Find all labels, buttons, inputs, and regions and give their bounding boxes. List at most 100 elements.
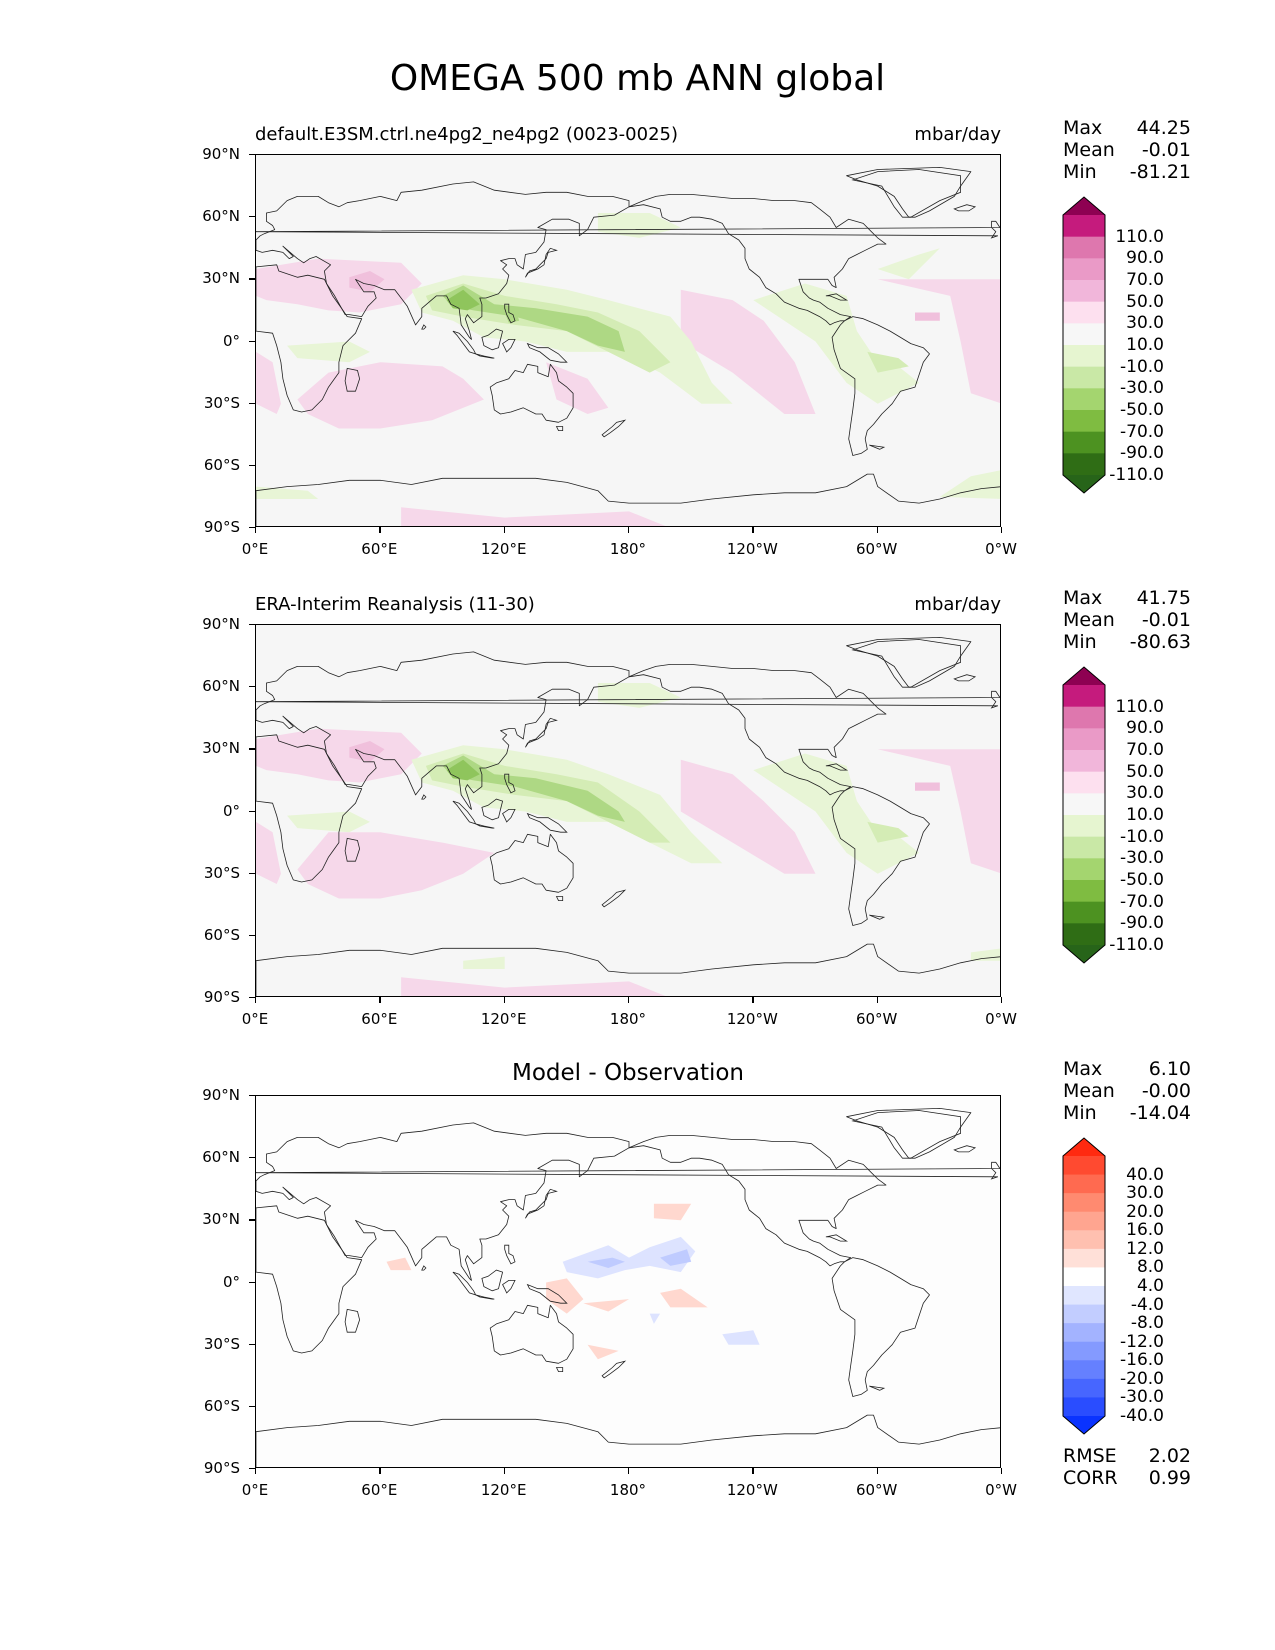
- lon-tick: [379, 1468, 381, 1474]
- contour-region: [546, 1278, 584, 1314]
- colorbar-tick-label: 50.0: [1126, 761, 1164, 782]
- coastline: [526, 1283, 568, 1304]
- contour-region: [722, 1330, 760, 1345]
- rmse-label: RMSE: [1063, 1445, 1117, 1467]
- coastline: [555, 1367, 564, 1373]
- colorbar-tick-label: 70.0: [1126, 740, 1164, 760]
- lat-tick-label: 30°N: [202, 269, 240, 288]
- lat-tick-label: 90°N: [202, 615, 240, 633]
- colorbar-segment: [1063, 750, 1105, 773]
- lat-tick: [249, 154, 255, 156]
- contour-region: [256, 258, 422, 313]
- colorbar-tick-label: -70.0: [1120, 421, 1164, 442]
- corr-value: 0.99: [1148, 1467, 1191, 1489]
- lon-tick-label: 120°W: [726, 540, 778, 558]
- colorbar-segment: [1063, 1156, 1105, 1176]
- stat-min-label: Min: [1063, 1102, 1097, 1124]
- lon-tick: [503, 1468, 505, 1474]
- contour-region: [287, 811, 370, 833]
- coastline: [489, 1304, 574, 1364]
- figure-title: OMEGA 500 mb ANN global: [389, 58, 886, 99]
- stats-block: Max 41.75 Mean -0.01 Min -80.63: [1063, 587, 1191, 653]
- panel-units: mbar/day: [914, 594, 1001, 615]
- colorbar-segment: [1063, 706, 1105, 729]
- colorbar-tick-label: -30.0: [1120, 848, 1164, 869]
- lon-tick: [628, 527, 630, 533]
- contour-region: [401, 507, 666, 526]
- lon-tick-label: 0°W: [985, 540, 1017, 558]
- contour-region: [939, 470, 1000, 499]
- stat-max-label: Max: [1063, 117, 1103, 139]
- lat-tick: [249, 402, 255, 404]
- panel-left-title: default.E3SM.ctrl.ne4pg2_ne4pg2 (0023-00…: [255, 124, 678, 145]
- contour-region: [597, 213, 681, 238]
- coastline: [489, 363, 574, 423]
- contour-region: [446, 759, 480, 781]
- stat-mean: -0.00: [1141, 1080, 1191, 1102]
- colorbar-segment: [1063, 1193, 1105, 1213]
- stat-mean: -0.01: [1141, 139, 1191, 161]
- lon-tick: [1001, 1468, 1003, 1474]
- coastline: [256, 690, 1000, 709]
- coastline: [256, 1122, 630, 1281]
- lon-tick-label: 60°E: [361, 540, 398, 558]
- coastline: [504, 1244, 516, 1265]
- lat-tick: [249, 1468, 255, 1470]
- lat-tick-label: 90°N: [202, 145, 240, 163]
- coastline: [256, 651, 630, 810]
- lat-tick: [249, 278, 255, 280]
- colorbar-tick-label: 20.0: [1126, 1201, 1164, 1222]
- colorbar-tick-label: 110.0: [1115, 226, 1164, 247]
- contour-region: [442, 755, 625, 822]
- contour-region: [660, 1288, 708, 1308]
- coastline: [504, 303, 516, 324]
- contour-region: [349, 741, 385, 762]
- lat-tick: [249, 872, 255, 874]
- colorbar-segment: [1063, 923, 1105, 946]
- coastline: [831, 316, 930, 456]
- lat-tick-label: 0°: [222, 801, 240, 820]
- coastline: [526, 812, 568, 833]
- coastline: [256, 943, 1000, 996]
- metrics-block: RMSE 2.02 CORR 0.99: [1063, 1445, 1191, 1489]
- colorbar-segment: [1063, 836, 1105, 859]
- coastline: [421, 324, 427, 330]
- lon-tick-label: 60°W: [855, 1010, 898, 1028]
- lon-tick-label: 180°: [609, 540, 647, 558]
- coastline: [846, 1107, 972, 1159]
- contour-region: [867, 821, 909, 843]
- stats-block: Max 6.10 Mean -0.00 Min -14.04: [1063, 1058, 1191, 1124]
- lat-tick-label: 90°S: [203, 1459, 240, 1477]
- coastline: [846, 636, 972, 688]
- colorbar-tick-label: -30.0: [1120, 1387, 1164, 1408]
- colorbar-segment: [1063, 410, 1105, 433]
- coastline: [475, 1294, 495, 1300]
- lat-tick-label: 60°N: [202, 207, 240, 226]
- colorbar-tick-label: 16.0: [1126, 1220, 1164, 1241]
- contour-region: [287, 341, 370, 363]
- colorbar-extend-min: [1063, 945, 1105, 963]
- lat-tick: [249, 997, 255, 999]
- colorbar-tick-label: -4.0: [1130, 1294, 1164, 1315]
- colorbar-segment: [1063, 1341, 1105, 1361]
- colorbar-segment: [1063, 453, 1105, 476]
- rmse-value: 2.02: [1148, 1445, 1191, 1467]
- colorbar-segment: [1063, 728, 1105, 751]
- stat-mean-label: Mean: [1063, 139, 1115, 161]
- colorbar-tick-label: -90.0: [1120, 443, 1164, 464]
- colorbar-segment: [1063, 858, 1105, 881]
- contour-region: [587, 1257, 625, 1268]
- lon-tick-label: 180°: [609, 1010, 647, 1028]
- colorbar-segment: [1063, 323, 1105, 346]
- lon-tick-label: 120°E: [480, 540, 527, 558]
- lat-tick-label: 30°N: [202, 1210, 240, 1229]
- lon-tick-label: 120°E: [480, 1010, 527, 1028]
- lon-tick: [628, 997, 630, 1003]
- colorbar-tick-label: 90.0: [1126, 248, 1164, 269]
- panel-left-title: ERA-Interim Reanalysis (11-30): [255, 594, 535, 615]
- coastline: [628, 194, 887, 326]
- colorbar-extend-max: [1063, 1138, 1105, 1156]
- lon-tick-label: 120°E: [480, 1481, 527, 1499]
- colorbar-tick-label: -110.0: [1109, 935, 1164, 955]
- lat-tick-label: 60°N: [202, 1148, 240, 1167]
